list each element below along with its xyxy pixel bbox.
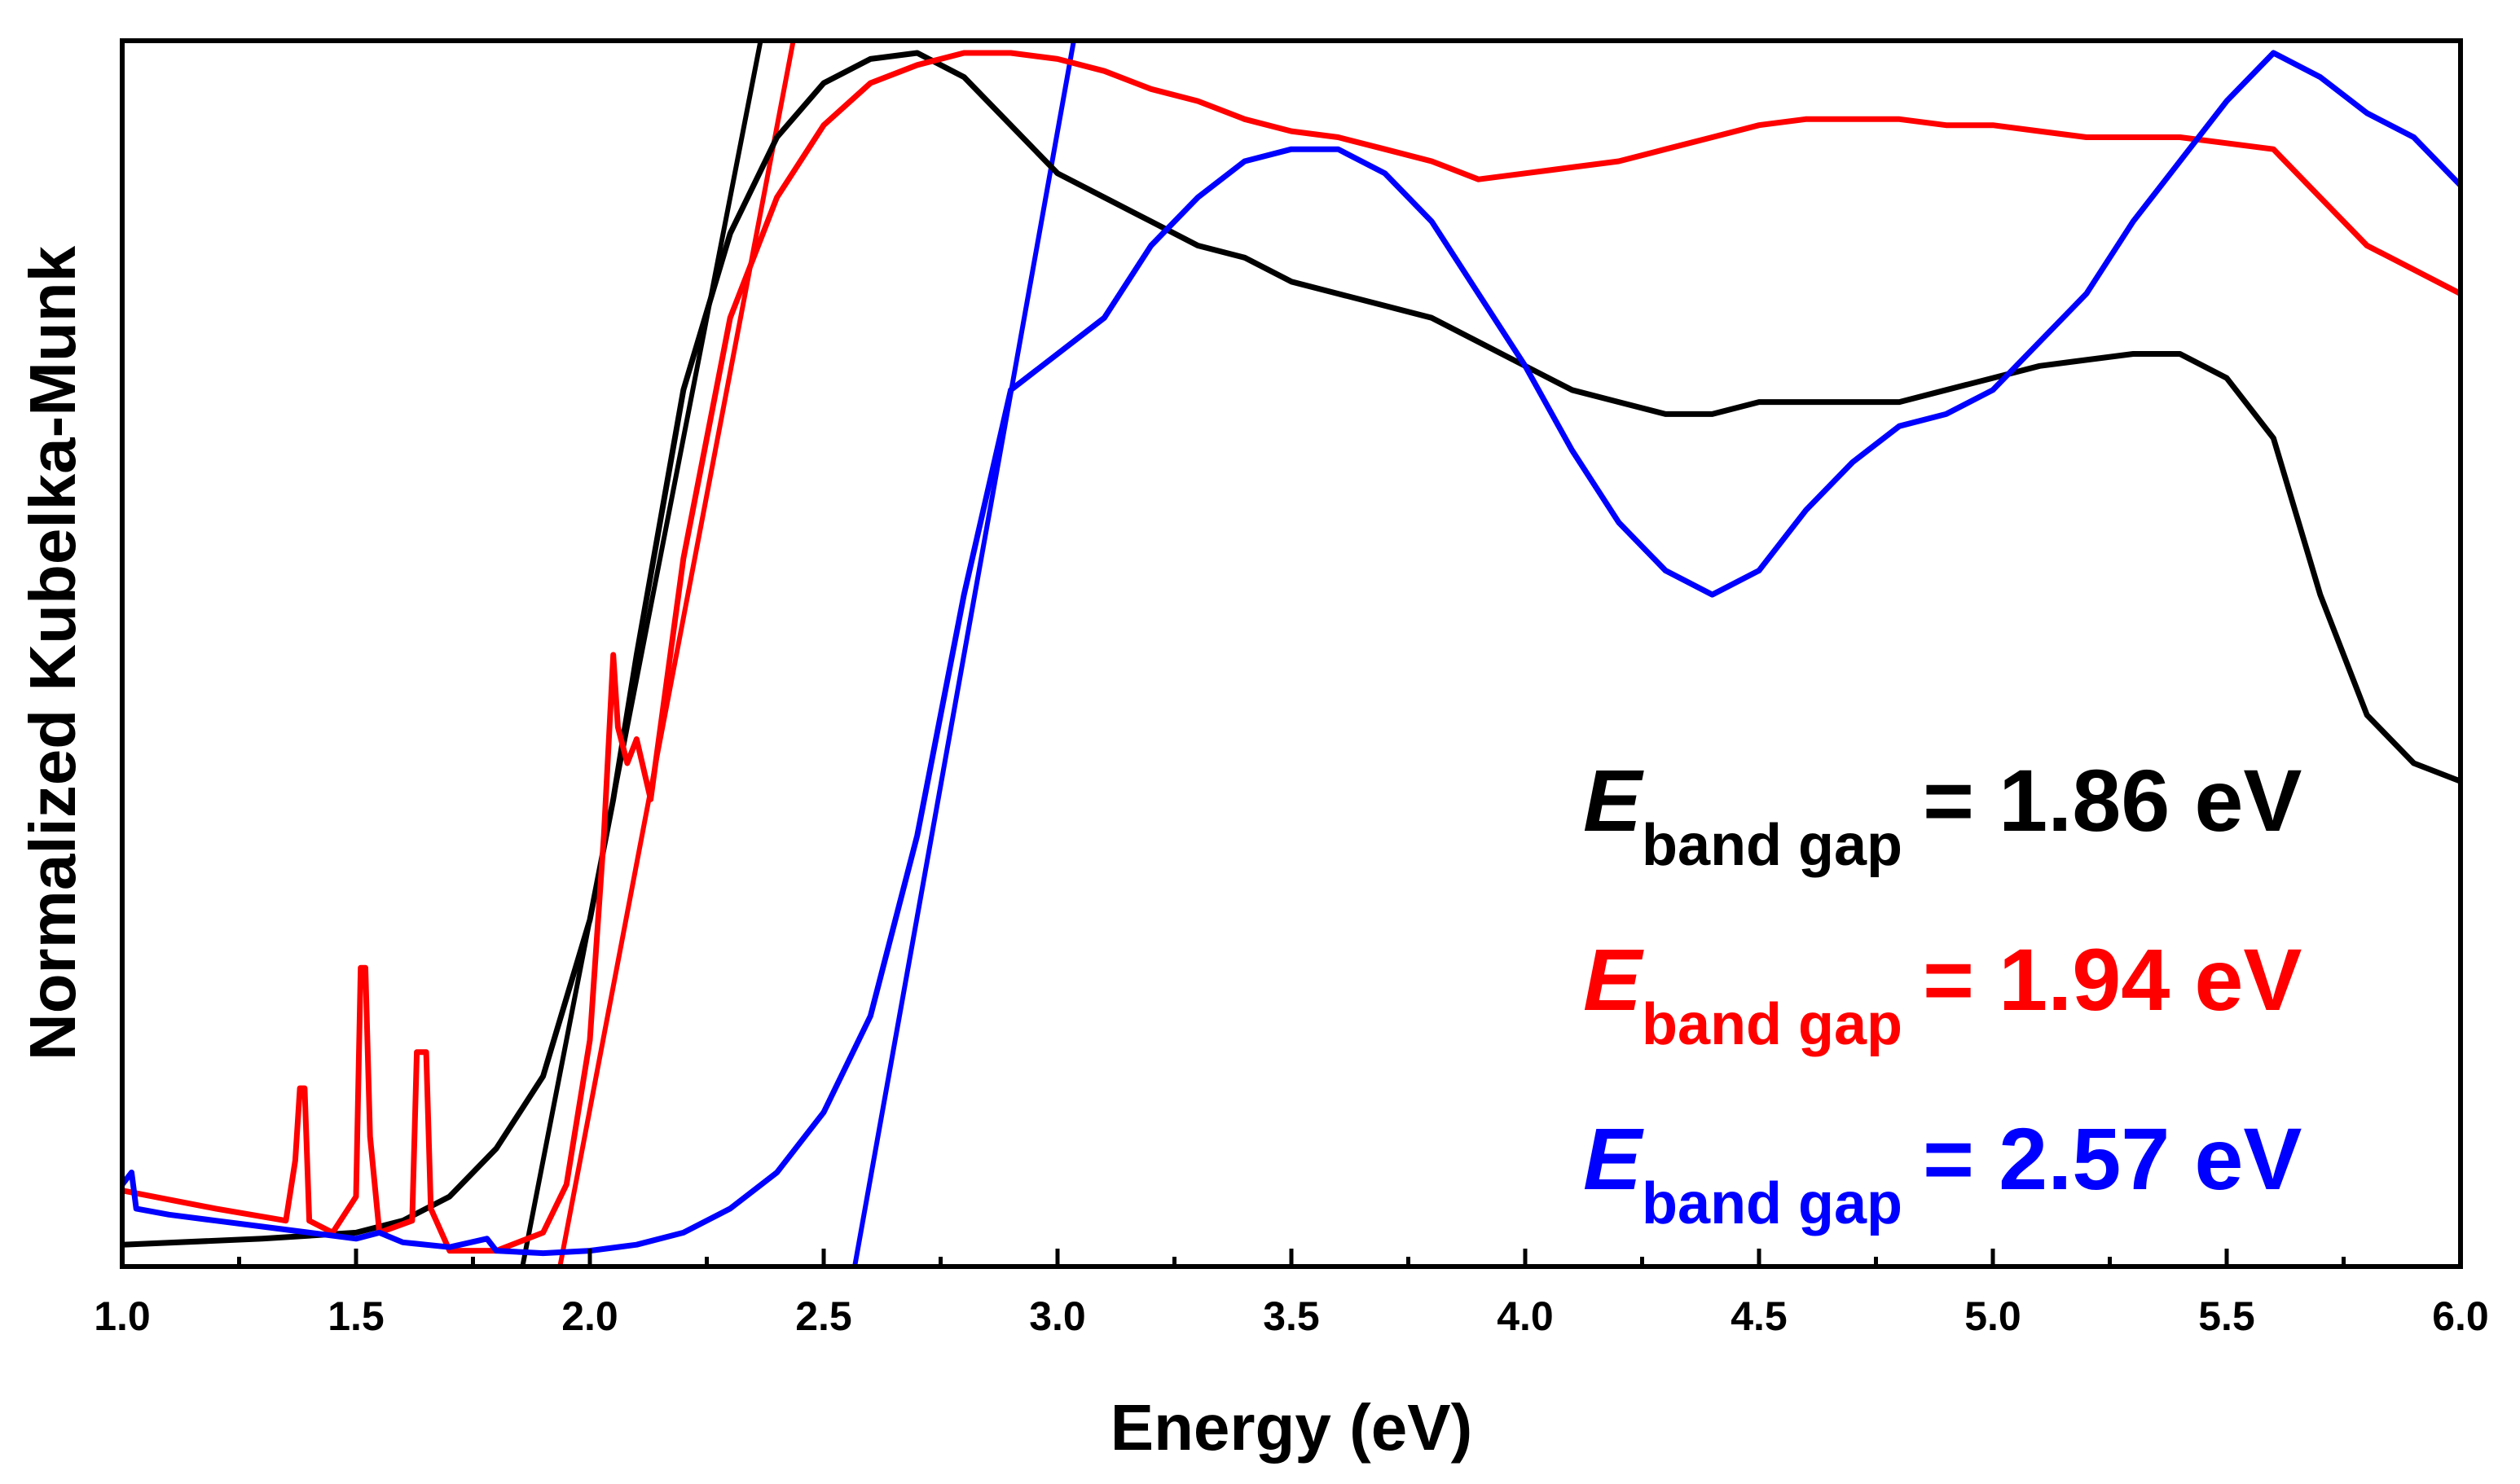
- x-tick-label: 5.5: [2198, 1293, 2255, 1339]
- band-gap-value: = 1.86 eV: [1923, 751, 2302, 850]
- red-fit-line: [557, 41, 796, 1267]
- band-gap-label-1: Eband gap = 1.86 eV: [1583, 751, 2302, 878]
- series-layer: [122, 41, 2461, 1267]
- band-gap-subscript: band gap: [1642, 1171, 1902, 1236]
- energy-symbol: E: [1583, 930, 1644, 1029]
- y-axis-title: Normalized Kubelka-Munk: [16, 245, 89, 1060]
- band-gap-subscript: band gap: [1642, 992, 1902, 1057]
- band-gap-subscript: band gap: [1642, 813, 1902, 878]
- band-gap-label-2: Eband gap = 1.94 eV: [1583, 930, 2302, 1057]
- energy-symbol: E: [1583, 1109, 1644, 1208]
- x-axis-title: Energy (eV): [1110, 1391, 1473, 1464]
- band-gap-label-3: Eband gap = 2.57 eV: [1583, 1109, 2302, 1236]
- x-tick-label: 1.5: [328, 1293, 385, 1339]
- red-series-line: [122, 50, 2461, 1254]
- blue-fit-line: [851, 41, 1076, 1267]
- x-tick-label: 2.5: [795, 1293, 852, 1339]
- band-gap-value: = 2.57 eV: [1923, 1109, 2302, 1208]
- x-tick-label: 2.0: [561, 1293, 618, 1339]
- energy-symbol: E: [1583, 751, 1644, 850]
- x-tick-label: 5.0: [1964, 1293, 2021, 1339]
- x-tick-label: 1.0: [94, 1293, 151, 1339]
- x-tick-label: 6.0: [2432, 1293, 2489, 1339]
- black-series-line: [122, 50, 2461, 1248]
- x-tick-label: 4.5: [1731, 1293, 1788, 1339]
- x-tick-label: 3.0: [1029, 1293, 1086, 1339]
- x-tick-label: 4.0: [1497, 1293, 1554, 1339]
- x-axis-ticks: 1.0 1.5 2.0 2.5 3.0 3.5 4.0 4.5 5.0 5.5 6.0: [94, 1249, 2489, 1339]
- black-fit-line: [520, 41, 763, 1267]
- plot-frame: [120, 38, 2463, 1269]
- blue-series-line: [122, 50, 2461, 1257]
- band-gap-value: = 1.94 eV: [1923, 930, 2302, 1029]
- x-tick-label: 3.5: [1263, 1293, 1320, 1339]
